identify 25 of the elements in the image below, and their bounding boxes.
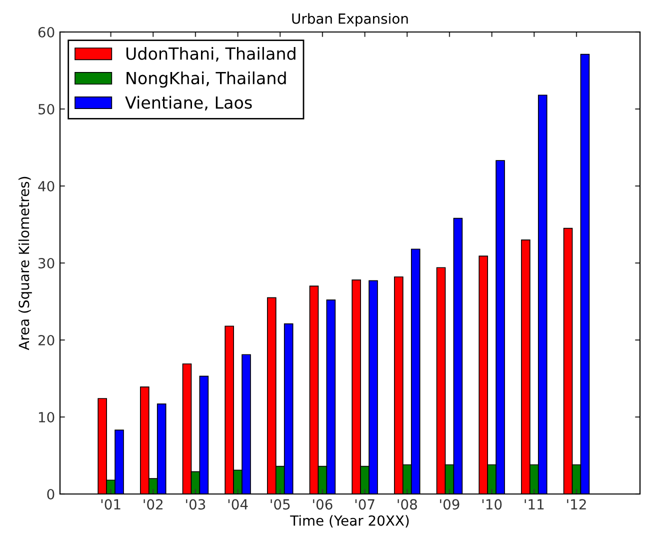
legend-label: NongKhai, Thailand bbox=[126, 71, 286, 88]
y-tick-label: 20 bbox=[38, 334, 54, 346]
x-axis-title: Time (Year 20XX) bbox=[290, 515, 409, 528]
y-axis-title: Area (Square Kilometres) bbox=[18, 176, 32, 350]
x-tick-label: '05 bbox=[270, 499, 290, 510]
chart-title: Urban Expansion bbox=[292, 13, 408, 27]
x-tick-label: '07 bbox=[355, 499, 374, 510]
y-tick-label: 50 bbox=[38, 104, 54, 114]
x-tick-label: '12 bbox=[567, 499, 586, 510]
x-tick-label: '04 bbox=[228, 499, 248, 510]
x-tick-label: '03 bbox=[186, 499, 206, 510]
x-tick-label: '08 bbox=[398, 499, 417, 510]
x-tick-label: '09 bbox=[440, 499, 460, 510]
y-tick-label: 30 bbox=[38, 258, 54, 268]
y-tick-label: 40 bbox=[38, 180, 54, 192]
x-tick-label: '06 bbox=[313, 499, 332, 510]
x-tick-label: '11 bbox=[524, 499, 544, 510]
y-tick-label: 60 bbox=[38, 26, 54, 38]
legend-label: Vientiane, Laos bbox=[125, 96, 252, 111]
y-tick-label: 10 bbox=[38, 412, 54, 422]
x-tick-label: '02 bbox=[144, 499, 162, 510]
x-tick-label: '01 bbox=[101, 499, 120, 510]
x-tick-label: '10 bbox=[482, 499, 502, 510]
y-tick-label: 0 bbox=[47, 488, 54, 500]
legend-label: UdonThani, Thailand bbox=[126, 47, 296, 62]
